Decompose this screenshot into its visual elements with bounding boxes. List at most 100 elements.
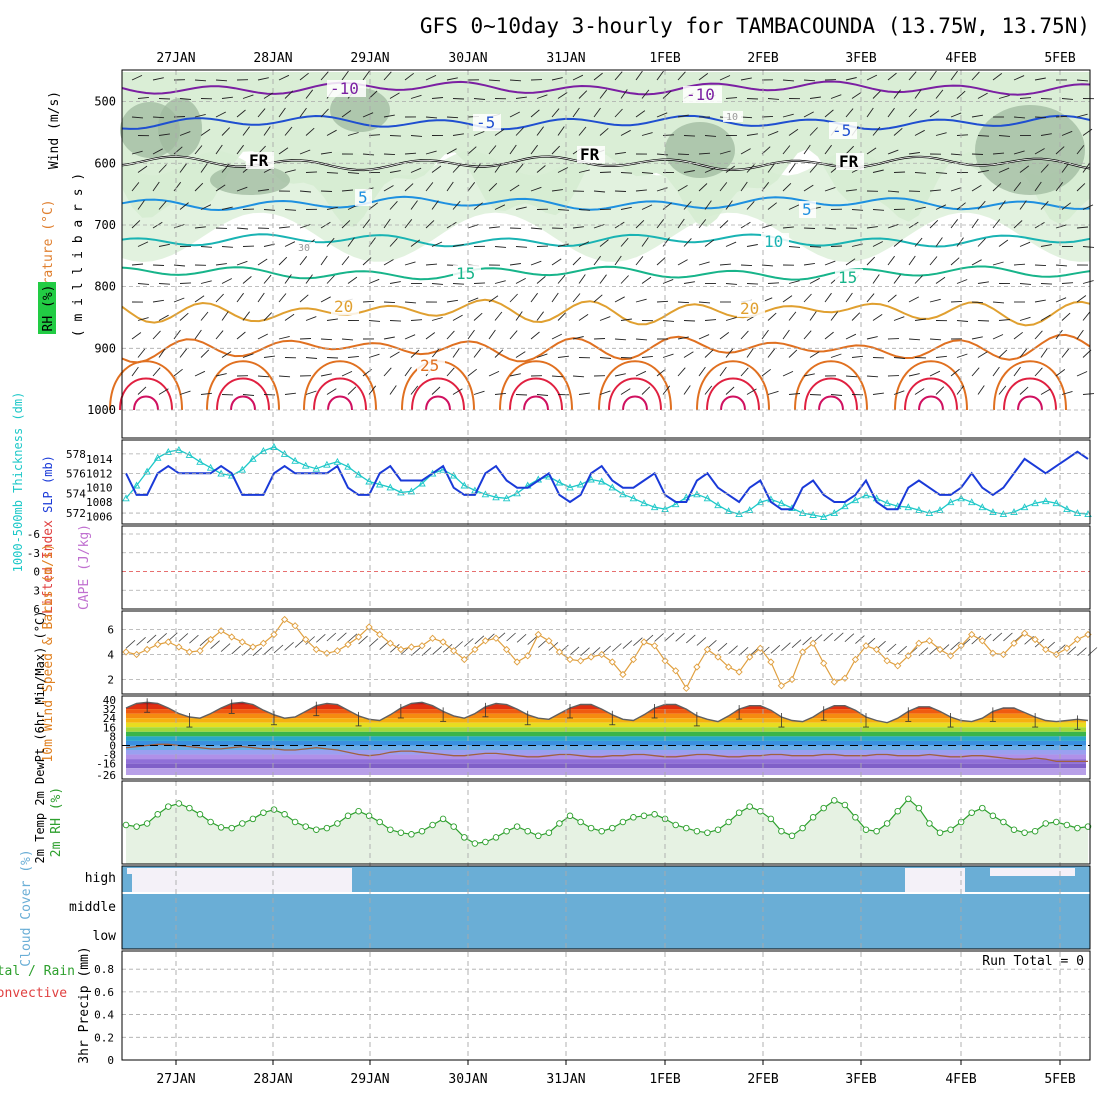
wind-barb <box>615 191 626 192</box>
date-label-top: 29JAN <box>350 51 389 66</box>
rh-2m-point <box>652 812 658 818</box>
wind-ytick-label: 2 <box>107 674 114 687</box>
wind-barb <box>831 246 842 247</box>
temp-color-band <box>126 741 1086 746</box>
date-label-bottom: 31JAN <box>546 1072 585 1087</box>
rh-2m-point <box>599 828 605 834</box>
ua-ylabel-wind: Wind (m/s) <box>47 91 62 169</box>
date-label-bottom: 29JAN <box>350 1072 389 1087</box>
rh-2m-point <box>1022 830 1028 836</box>
rh-2m-point <box>440 816 446 822</box>
rh-2m-point <box>620 819 626 825</box>
rh-2m-point <box>514 824 520 830</box>
wind-barb <box>762 116 773 117</box>
cloud-high-gap <box>990 868 1075 876</box>
temp-ylabel: 2m Temp 2m DewPt (6hr Min/Max) (°C) <box>33 611 47 864</box>
rh-2m-point <box>557 821 563 827</box>
isotherm-label: 5 <box>802 200 812 219</box>
wind-barb <box>951 301 962 302</box>
wind-barb <box>1035 265 1046 266</box>
rh-2m-point <box>673 822 679 828</box>
wind-barb <box>1035 117 1046 118</box>
rh-2m-point <box>240 821 246 827</box>
rh-2m-point <box>1075 825 1081 831</box>
rh-2m-point <box>969 810 975 816</box>
wind-barb <box>810 395 821 396</box>
rh-2m-point <box>631 815 637 821</box>
cloud-level-label: low <box>93 929 117 944</box>
date-label-top: 1FEB <box>649 51 680 66</box>
precip-ytick-label: 0.6 <box>94 986 114 999</box>
rh-2m-point <box>980 805 986 811</box>
wind-barb <box>1041 284 1052 285</box>
rh-2m-point <box>483 839 489 845</box>
rh-2m-point <box>1001 819 1007 825</box>
rh-2m-point <box>324 825 330 831</box>
rh-2m-point <box>144 821 150 827</box>
isotherm-label: -10 <box>330 79 359 98</box>
wind-barb <box>390 321 401 322</box>
date-label-top: 30JAN <box>448 51 487 66</box>
cloud-level-label: middle <box>69 900 116 915</box>
li-ytick-label: 0 <box>33 566 40 579</box>
slp-ytick-label: 1010 <box>86 482 113 495</box>
wind-barb <box>747 99 758 100</box>
isotherm-label: 25 <box>420 356 439 375</box>
isotherm-label: 20 <box>740 299 759 318</box>
wind-barb <box>594 339 605 340</box>
wind-barb <box>972 154 983 155</box>
rh-2m-point <box>218 825 224 831</box>
rh-2m-point <box>641 813 647 819</box>
rh-dark-patch <box>975 105 1085 195</box>
rh-2m-point <box>779 828 785 834</box>
rh-2m-point <box>419 828 425 834</box>
isotherm-label: -5 <box>476 113 495 132</box>
thickness-ytick-label: 574 <box>66 487 86 500</box>
li-ytick-label: 3 <box>33 584 40 597</box>
isotherm-label: 20 <box>334 297 353 316</box>
temp-color-band <box>126 714 1086 719</box>
date-label-bottom: 4FEB <box>945 1072 976 1087</box>
date-label-top: 27JAN <box>156 51 195 66</box>
cloud-high-gap <box>905 868 965 892</box>
wind-barb <box>600 172 611 173</box>
rh-2m-point <box>736 810 742 816</box>
slp-ytick-label: 1008 <box>86 496 113 509</box>
wind-barb <box>153 265 164 266</box>
ua-ytick-label: 500 <box>94 95 116 109</box>
ua-ytick-label: 600 <box>94 156 116 170</box>
rh-2m-point <box>208 819 214 825</box>
rh-2m-point <box>937 830 943 836</box>
wind-barb <box>684 136 695 137</box>
rh-2m-point <box>155 812 161 818</box>
ua-ytick-label: 700 <box>94 218 116 232</box>
rh-2m-point <box>874 828 880 834</box>
rh-2m-point <box>768 816 774 822</box>
precip-legend-convective: Convective <box>0 986 67 1001</box>
rh-2m-point <box>282 812 288 818</box>
rh-2m-point <box>842 802 848 808</box>
rh-2m-point <box>261 810 267 816</box>
rh-2m-point <box>462 835 468 841</box>
isotherm-label: 10 <box>726 112 738 123</box>
rh-2m-point <box>747 804 753 810</box>
temp-ytick-label: -26 <box>96 769 116 782</box>
precip-ylabel: 3hr Precip (mm) <box>77 946 92 1063</box>
rh-2m-point <box>546 830 552 836</box>
wind-barb <box>741 265 752 266</box>
rh-2m-point <box>990 813 996 819</box>
date-label-bottom: 5FEB <box>1044 1072 1075 1087</box>
li-ytick-label: -6 <box>27 528 40 541</box>
wind-barb <box>384 154 395 155</box>
wind-barb <box>474 283 485 284</box>
rh-2m-point <box>567 813 573 819</box>
thickness-ylabel: 1000-500mb Thickness (dm) <box>11 392 25 573</box>
temp-color-band <box>126 750 1086 755</box>
wind-barb <box>678 154 689 155</box>
wind-barb <box>384 302 395 303</box>
temp-color-band <box>126 759 1086 764</box>
rh-2m-point <box>229 825 235 831</box>
rh-2m-point <box>345 813 351 819</box>
rh-2m-point <box>430 822 436 828</box>
li-ytick-label: -3 <box>27 547 40 560</box>
